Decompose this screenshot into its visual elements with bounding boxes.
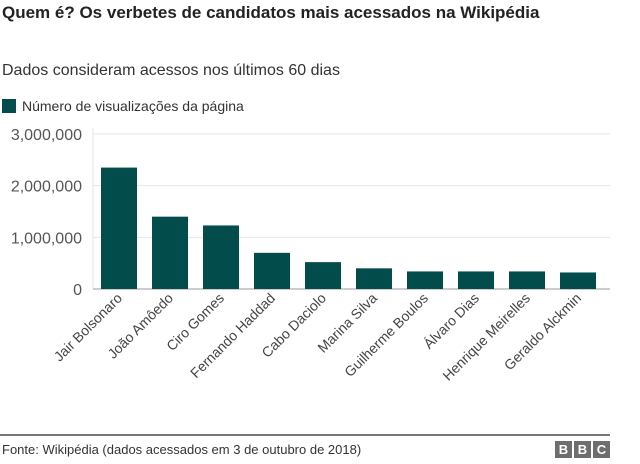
bar [560, 272, 596, 289]
bar [305, 262, 341, 289]
bar [203, 225, 239, 289]
bar [254, 252, 290, 289]
source-note: Fonte: Wikipédia (dados acessados em 3 d… [2, 442, 362, 457]
bar [152, 216, 188, 289]
x-tick-label: Fernando Haddad [187, 290, 278, 381]
y-tick-label: 2,000,000 [11, 179, 82, 196]
legend-swatch [2, 99, 16, 113]
x-tick-label: Henrique Meirelles [439, 290, 533, 384]
legend-label: Número de visualizações da página [22, 98, 244, 114]
bar [407, 271, 443, 289]
y-tick-label: 3,000,000 [11, 127, 82, 144]
footer-divider [0, 434, 610, 436]
bar [356, 268, 392, 289]
bar [509, 271, 545, 289]
y-tick-label: 0 [73, 282, 82, 299]
legend: Número de visualizações da página [2, 98, 244, 114]
chart-title: Quem é? Os verbetes de candidatos mais a… [2, 3, 540, 22]
bar [101, 167, 137, 289]
chart-subtitle: Dados consideram acessos nos últimos 60 … [2, 62, 340, 79]
bar [458, 271, 494, 289]
y-tick-label: 1,000,000 [11, 230, 82, 247]
